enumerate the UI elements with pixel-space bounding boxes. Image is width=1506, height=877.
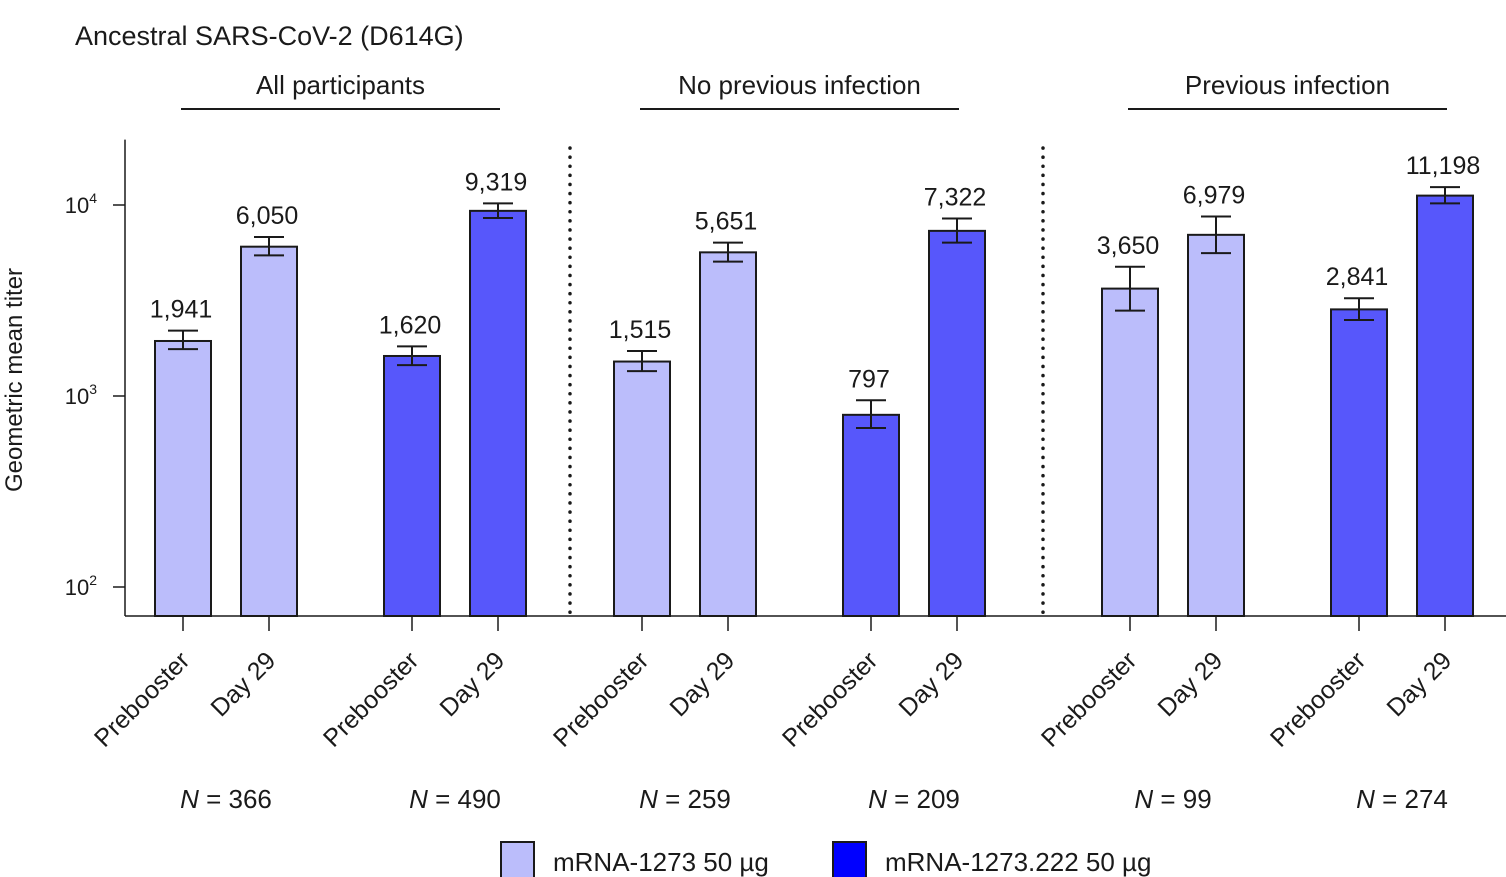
y-axis-label: Geometric mean titer <box>1 268 28 492</box>
bar <box>1416 194 1474 617</box>
bar <box>383 354 441 617</box>
data-label: 797 <box>848 365 890 393</box>
legend-swatch <box>832 841 867 877</box>
n-label: N = 259 <box>639 784 731 814</box>
bar <box>154 339 212 617</box>
group-title: No previous infection <box>678 70 921 100</box>
bar <box>928 229 986 618</box>
x-tick-label: Day 29 <box>893 646 969 722</box>
data-label: 11,198 <box>1406 152 1481 180</box>
n-label: N = 366 <box>180 784 272 814</box>
group-title: Previous infection <box>1185 70 1390 100</box>
n-label: N = 490 <box>409 784 501 814</box>
y-tick-label: 102 <box>65 572 97 600</box>
x-tick-label: Day 29 <box>1381 646 1457 722</box>
x-tick-label: Day 29 <box>205 646 281 722</box>
n-label: N = 99 <box>1134 784 1211 814</box>
group-title: All participants <box>256 70 425 100</box>
x-tick-label: Prebooster <box>89 646 195 752</box>
x-tick-label: Prebooster <box>1036 646 1142 752</box>
data-label: 9,319 <box>465 168 528 196</box>
x-tick-label: Day 29 <box>1152 646 1228 722</box>
bar <box>699 251 757 618</box>
bar <box>240 245 298 617</box>
bar <box>1101 287 1159 617</box>
plot-area: 102 103 104 All participants 1,941 Prebooster… <box>65 70 1506 814</box>
y-tick-exponent: 4 <box>89 190 97 206</box>
x-tick-label: Prebooster <box>548 646 654 752</box>
n-symbol: N <box>180 784 199 814</box>
data-label: 5,651 <box>695 208 758 236</box>
data-label: 2,841 <box>1326 263 1389 291</box>
x-tick-label: Prebooster <box>1265 646 1371 752</box>
legend-label: mRNA-1273.222 50 µg <box>885 847 1151 877</box>
data-label: 7,322 <box>924 183 987 211</box>
x-tick-label: Day 29 <box>434 646 510 722</box>
legend-label: mRNA-1273 50 µg <box>553 847 769 877</box>
n-symbol: N <box>1134 784 1153 814</box>
y-tick-exponent: 2 <box>89 572 97 588</box>
bar <box>469 209 527 617</box>
data-label: 1,515 <box>609 316 672 344</box>
bar <box>842 413 900 618</box>
n-symbol: N <box>868 784 887 814</box>
n-label: N = 274 <box>1356 784 1448 814</box>
data-label: 3,650 <box>1097 232 1160 260</box>
data-label: 1,941 <box>150 296 213 324</box>
x-tick-label: Prebooster <box>777 646 883 752</box>
bar <box>1187 233 1245 617</box>
y-tick-label: 103 <box>65 381 97 409</box>
data-label: 1,620 <box>379 311 442 339</box>
chart-title: Ancestral SARS-CoV-2 (D614G) <box>75 21 464 51</box>
bar <box>613 360 671 618</box>
x-tick-label: Day 29 <box>664 646 740 722</box>
legend-swatch <box>500 841 535 877</box>
legend: mRNA-1273 50 µg mRNA-1273.222 50 µg <box>500 841 1151 877</box>
y-tick-exponent: 3 <box>89 381 97 397</box>
n-symbol: N <box>409 784 428 814</box>
y-tick-label: 104 <box>65 190 97 218</box>
n-symbol: N <box>639 784 658 814</box>
x-tick-label: Prebooster <box>318 646 424 752</box>
n-symbol: N <box>1356 784 1375 814</box>
n-label: N = 209 <box>868 784 960 814</box>
data-label: 6,979 <box>1183 182 1246 210</box>
data-label: 6,050 <box>236 202 299 230</box>
bar <box>1330 308 1388 617</box>
